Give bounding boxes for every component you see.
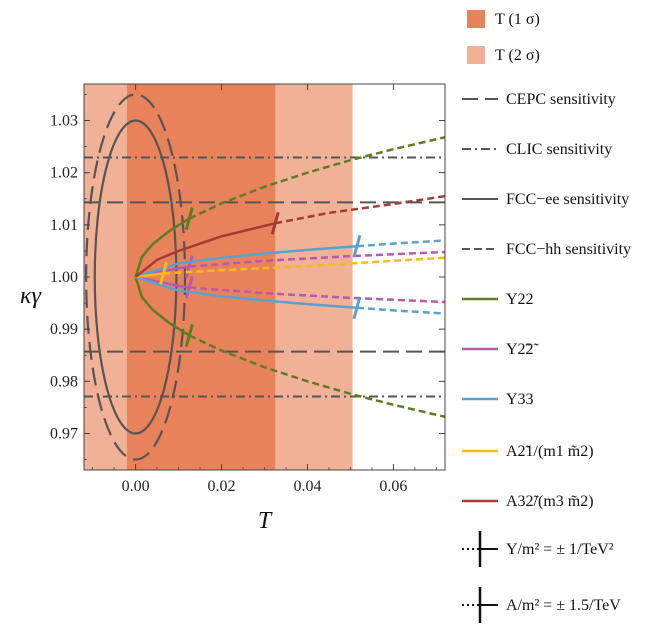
legend-label-ym2: Y/m² = ± 1/TeV²: [506, 541, 614, 558]
series-0-branch-0-solid: [134, 217, 190, 278]
series-3-branch-0-tick: [159, 261, 168, 285]
series-2-branch-1-solid: [135, 275, 357, 310]
y-axis-label: κγ: [20, 283, 42, 309]
legend-swatch-band1: [467, 10, 485, 28]
legend-label-a32: A32̃/(m3 m̃2): [506, 493, 594, 510]
legend-item-clic: CLIC sensitivity: [462, 141, 612, 158]
legend-label-cepc: CEPC sensitivity: [506, 91, 616, 108]
series-0-branch-1-tick: [184, 324, 194, 347]
legend-item-y33: Y33: [462, 391, 534, 408]
ytick-label-3: 1.00: [50, 269, 78, 286]
xtick-label-0: 0.00: [122, 478, 150, 495]
legend-label-fccee: FCC−ee sensitivity: [506, 191, 629, 208]
legend-item-cepc: CEPC sensitivity: [462, 91, 616, 108]
legend-label-band1: T (1 σ): [495, 11, 540, 28]
series-0-branch-0-tick: [184, 207, 194, 230]
legend-swatch-band2: [467, 46, 485, 64]
legend-label-y22: Y22: [506, 291, 534, 308]
legend-item-band1: T (1 σ): [467, 10, 540, 28]
legend-label-fcchh: FCC−hh sensitivity: [506, 241, 631, 258]
series-1-branch-0-tick: [184, 255, 194, 278]
x-axis-label: T: [258, 508, 273, 534]
series-2-branch-0-tick: [352, 234, 362, 258]
series-2-branch-1-dashed: [356, 306, 445, 315]
band-1sigma: [126, 84, 276, 470]
legend-item-y22: Y22: [462, 291, 534, 308]
series-1-branch-1-tick: [184, 276, 194, 299]
series-0-branch-0-dashed: [188, 135, 445, 220]
legend-label-clic: CLIC sensitivity: [506, 141, 612, 158]
legend-label-y33: Y33: [506, 391, 534, 408]
ytick-label-6: 1.03: [50, 113, 78, 130]
series-4-branch-0-solid: [134, 222, 276, 278]
ytick-label-0: 0.97: [50, 425, 78, 442]
series-1-branch-1-solid: [135, 275, 190, 289]
series-4-branch-0-tick: [270, 211, 280, 235]
series-2-branch-1-tick: [352, 296, 362, 320]
plot-clip-group: [84, 84, 445, 470]
xtick-label-2: 0.04: [293, 478, 321, 495]
legend-item-y2t2t: Y2̃2̃: [462, 341, 540, 358]
legend-item-band2: T (2 σ): [467, 46, 540, 64]
series-0-branch-1-solid: [134, 276, 190, 337]
series-3-branch-0-dashed: [163, 256, 445, 275]
ellipse-2: [93, 119, 178, 435]
legend-item-fcchh: FCC−hh sensitivity: [462, 241, 631, 258]
xtick-label-3: 0.06: [379, 478, 407, 495]
xtick-label-1: 0.02: [208, 478, 236, 495]
legend-item-a32: A32̃/(m3 m̃2): [462, 493, 594, 510]
legend-item-a21: A2̃1/(m1 m̃2): [462, 443, 594, 460]
legend-item-ym2: Y/m² = ± 1/TeV²: [462, 531, 614, 567]
series-1-branch-0-dashed: [189, 250, 445, 268]
series-2-branch-0-solid: [135, 244, 357, 279]
series-0-branch-1-dashed: [188, 334, 445, 419]
series-2-branch-0-dashed: [356, 239, 445, 248]
series-3-branch-0-solid: [135, 272, 164, 279]
legend-label-am2: A/m² = ± 1.5/TeV: [506, 597, 621, 614]
series-4-branch-0-dashed: [275, 194, 445, 225]
ytick-label-2: 0.99: [50, 321, 78, 338]
legend: T (1 σ) T (2 σ) CEPC sensitivity CLIC sensi…: [462, 10, 631, 623]
ytick-label-1: 0.98: [50, 373, 78, 390]
axes: 0.00 0.02 0.04 0.06 0.97 0.98 0.99 1.00 1.01 1.02…: [20, 83, 446, 534]
ytick-label-5: 1.02: [50, 165, 78, 182]
legend-label-y2t2t: Y2̃2̃: [506, 341, 540, 358]
legend-item-fccee: FCC−ee sensitivity: [462, 191, 629, 208]
series-1-branch-1-dashed: [189, 286, 445, 304]
legend-item-am2: A/m² = ± 1.5/TeV: [462, 587, 621, 623]
legend-label-band2: T (2 σ): [495, 47, 540, 64]
legend-label-a21: A2̃1/(m1 m̃2): [506, 443, 594, 460]
ytick-label-4: 1.01: [50, 217, 78, 234]
plot-area: [84, 84, 445, 470]
